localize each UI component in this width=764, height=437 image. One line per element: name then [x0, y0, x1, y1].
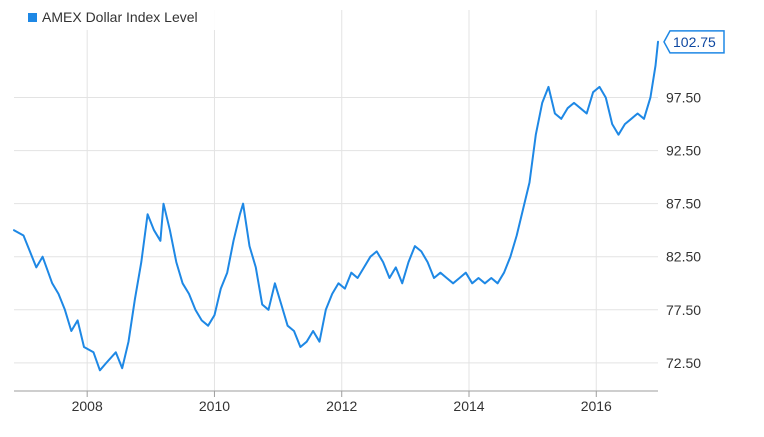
x-tick-label: 2008 — [72, 398, 103, 414]
legend-label: AMEX Dollar Index Level — [42, 9, 198, 25]
series-line — [13, 40, 659, 372]
x-axis-ticks: 2008 2010 2012 2014 2016 — [72, 391, 612, 414]
y-tick-label: 97.50 — [666, 90, 701, 106]
x-tick-label: 2014 — [453, 398, 484, 414]
y-tick-label: 77.50 — [666, 302, 701, 318]
legend-swatch — [28, 13, 37, 22]
gridlines — [14, 10, 658, 391]
last-value-callout: 102.75 — [663, 30, 725, 54]
y-axis-ticks: 72.50 77.50 82.50 87.50 92.50 97.50 — [666, 90, 701, 371]
legend-background — [24, 6, 230, 30]
series-group — [13, 40, 659, 372]
y-tick-label: 82.50 — [666, 249, 701, 265]
x-tick-label: 2010 — [199, 398, 230, 414]
last-value-box — [663, 30, 725, 54]
last-value-label: 102.75 — [673, 34, 716, 50]
y-tick-label: 87.50 — [666, 196, 701, 212]
x-tick-label: 2012 — [326, 398, 357, 414]
x-tick-label: 2016 — [581, 398, 612, 414]
legend: AMEX Dollar Index Level — [24, 6, 230, 30]
y-tick-label: 72.50 — [666, 355, 701, 371]
y-tick-label: 92.50 — [666, 143, 701, 159]
